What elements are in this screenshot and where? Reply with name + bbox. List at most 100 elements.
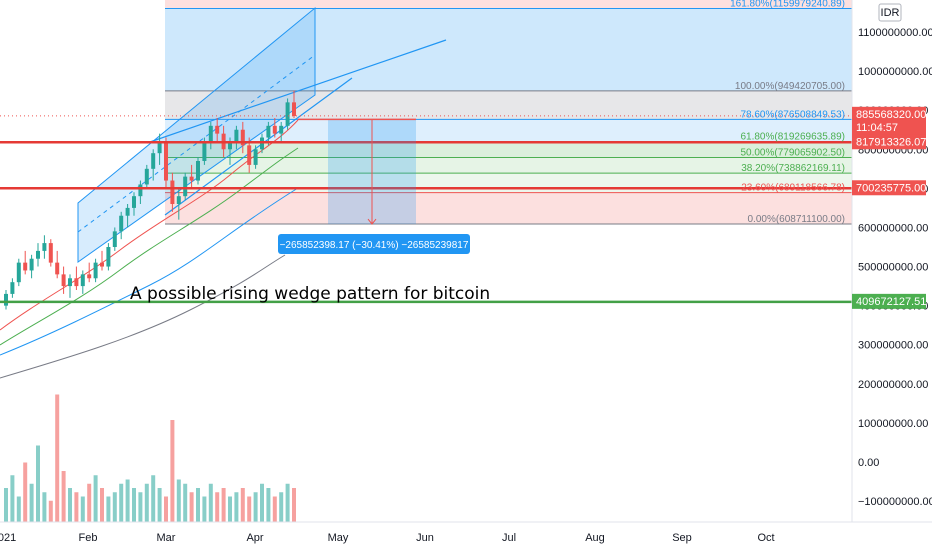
- volume-bar: [208, 483, 213, 522]
- line-700-badge: 700235775.00: [856, 182, 926, 194]
- volume-bar: [10, 475, 15, 522]
- x-tick-label: Feb: [79, 532, 98, 544]
- y-tick-label: 100000000.00: [858, 418, 928, 430]
- candle-body: [48, 243, 53, 263]
- fib-label-7: 0.00%(608711100.00): [748, 214, 846, 225]
- time-axis[interactable]: 2021 Feb Mar Apr May Jun Jul Aug Sep Oct: [0, 532, 775, 544]
- candle-body: [144, 168, 149, 185]
- candle-body: [183, 176, 188, 197]
- volume-bar: [87, 483, 92, 522]
- moving-averages: [0, 119, 299, 379]
- candle-body: [100, 262, 104, 267]
- x-tick-label: Oct: [757, 532, 774, 544]
- candle-body: [208, 125, 213, 142]
- y-tick-label: −100000000.00: [858, 496, 932, 508]
- candle-body: [106, 247, 111, 267]
- fib-label-0: 161.80%(1159979240.89): [730, 0, 845, 10]
- volume-bar: [157, 488, 162, 522]
- line-409-badge-bg: [852, 293, 926, 309]
- candle-body: [234, 129, 239, 142]
- volume-bar: [61, 471, 66, 522]
- candle-body: [189, 176, 194, 181]
- fib-zone-1: [165, 90, 852, 120]
- wedge-lower-line: [164, 77, 353, 216]
- volume-bar: [80, 496, 85, 522]
- candle-body: [196, 161, 200, 181]
- y-tick-label: 500000000.00: [858, 262, 928, 274]
- candle-body: [87, 274, 92, 279]
- volume-bar: [100, 488, 104, 522]
- measure-arrowhead: [367, 218, 377, 225]
- x-tick-label: Mar: [157, 532, 176, 544]
- volume-bar: [292, 488, 296, 522]
- volume-bar: [285, 483, 290, 522]
- y-tick-label: 300000000.00: [858, 340, 928, 352]
- candle-body: [285, 102, 290, 126]
- x-tick-label: Sep: [672, 532, 692, 544]
- candle-body: [80, 274, 85, 287]
- line-700-badge-bg: [852, 180, 926, 196]
- candle-body: [266, 125, 271, 138]
- volume-bar: [23, 462, 28, 522]
- volume-bar: [151, 475, 156, 522]
- fib-labels: 161.80%(1159979240.89) 100.00%(949420705.…: [730, 0, 845, 225]
- volume-bar: [112, 492, 117, 522]
- last-price-badge-bg: [852, 106, 926, 135]
- candle-body: [125, 207, 130, 216]
- y-tick-label: 600000000.00: [858, 222, 928, 234]
- volume-bars: [4, 394, 296, 522]
- fib-zone-0: [165, 8, 852, 91]
- volume-bar: [176, 479, 181, 522]
- ma-red: [0, 119, 299, 331]
- candle-body: [215, 125, 220, 134]
- volume-bar: [42, 492, 47, 522]
- volume-bar: [29, 483, 34, 522]
- volume-bar: [16, 496, 21, 522]
- measure-label: −265852398.17 (−30.41%) −26585239817: [280, 240, 469, 251]
- volume-bar: [125, 479, 130, 522]
- fib-label-1: 100.00%(949420705.00): [735, 81, 845, 92]
- volume-bar: [266, 488, 271, 522]
- x-tick-label: 2021: [0, 532, 16, 544]
- candle-body: [247, 145, 252, 165]
- candle-body: [61, 274, 66, 287]
- line-409-badge: 409672127.51: [856, 296, 926, 308]
- last-price-badge: 885568320.00: [856, 109, 926, 121]
- volume-bar: [221, 488, 226, 522]
- candle-body: [228, 141, 232, 150]
- candle-body: [272, 125, 277, 134]
- x-tick-label: Jul: [502, 532, 516, 544]
- volume-bar: [36, 445, 40, 522]
- currency-label: IDR: [881, 7, 900, 19]
- fib-label-6: 23.60%(689118566.78): [741, 183, 845, 194]
- fib-zone-6: [165, 192, 852, 225]
- candle-body: [240, 129, 245, 146]
- candle-body: [36, 250, 40, 259]
- countdown-badge: 11:04:57: [856, 122, 898, 134]
- x-tick-label: Aug: [585, 532, 605, 544]
- annotation-text: A possible rising wedge pattern for bitc…: [130, 284, 490, 304]
- measure-label-bg: [278, 234, 470, 254]
- volume-bar: [138, 492, 143, 522]
- candle-body: [29, 258, 34, 271]
- candle-body: [74, 278, 79, 287]
- volume-bar: [234, 492, 239, 522]
- volume-bar: [48, 500, 53, 522]
- volume-bar: [240, 488, 245, 522]
- volume-bar: [68, 488, 72, 522]
- candle-body: [253, 149, 258, 165]
- currency-badge[interactable]: [878, 3, 902, 22]
- price-channel: [77, 6, 316, 263]
- candle-body: [138, 184, 143, 197]
- volume-bar: [189, 492, 194, 522]
- volume-bar: [164, 496, 168, 522]
- candle-body: [151, 153, 156, 169]
- candle-body: [55, 262, 60, 275]
- candle-body: [16, 262, 21, 283]
- fib-label-2: 78.60%(876508849.53): [740, 109, 845, 120]
- line-817-badge-bg: [852, 134, 926, 150]
- volume-bar: [144, 483, 149, 522]
- fib-zone-4: [165, 157, 852, 174]
